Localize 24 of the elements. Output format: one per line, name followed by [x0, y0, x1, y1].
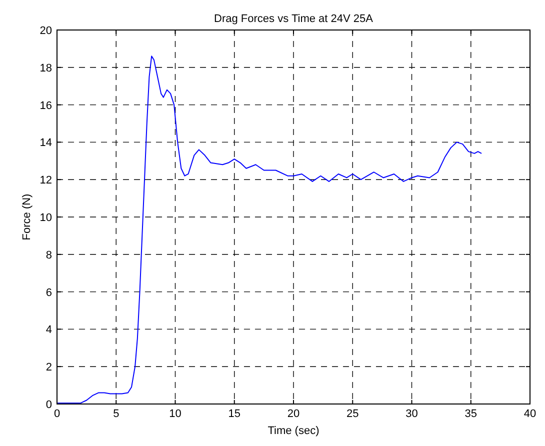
y-tick-label: 20 — [40, 25, 52, 37]
y-tick-label: 18 — [40, 62, 52, 74]
y-tick-label: 12 — [40, 174, 52, 187]
chart-title: Drag Forces vs Time at 24V 25A — [214, 13, 374, 25]
x-tick-label: 0 — [54, 408, 60, 420]
x-tick-label: 10 — [169, 408, 182, 420]
y-tick-label: 0 — [46, 399, 52, 411]
y-tick-label: 4 — [46, 324, 52, 336]
y-tick-label: 10 — [40, 212, 52, 224]
x-tick-label: 5 — [113, 408, 120, 420]
x-tick-label: 15 — [228, 408, 240, 420]
x-axis-title: Time (sec) — [268, 425, 320, 437]
x-tick-label: 35 — [464, 408, 477, 420]
y-axis-title: Force (N) — [21, 194, 33, 240]
y-tick-label: 14 — [40, 137, 52, 150]
y-tick-label: 16 — [40, 100, 52, 112]
y-tick-label: 6 — [46, 286, 52, 299]
x-tick-label: 25 — [346, 408, 359, 420]
x-tick-label: 30 — [406, 408, 418, 420]
x-tick-label: 40 — [524, 408, 536, 420]
line-series — [56, 56, 482, 404]
y-tick-label: 8 — [46, 249, 52, 262]
x-tick-label: 20 — [287, 408, 300, 420]
y-tick-label: 2 — [46, 362, 52, 374]
